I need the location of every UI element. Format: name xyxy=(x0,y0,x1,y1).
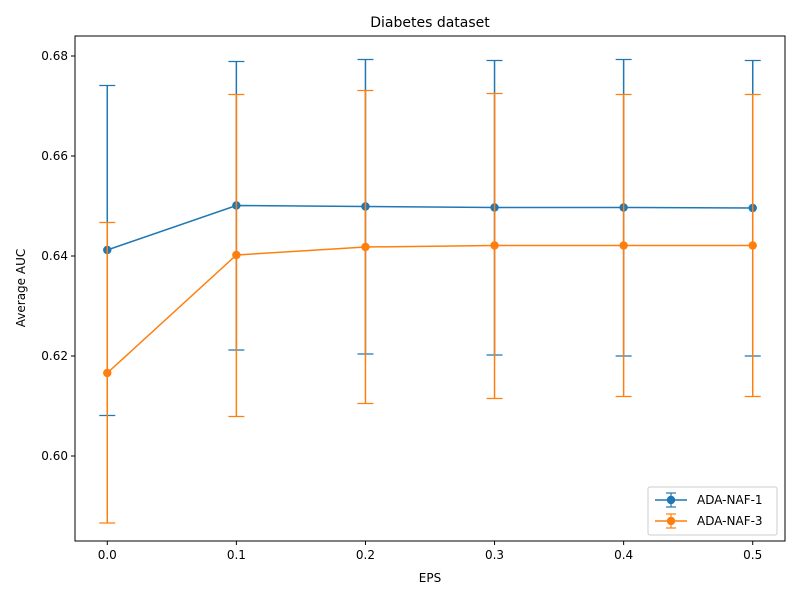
data-point xyxy=(748,241,757,250)
y-tick-label: 0.64 xyxy=(41,249,68,263)
x-tick-label: 0.1 xyxy=(227,548,246,562)
data-point xyxy=(490,241,499,250)
legend-marker xyxy=(666,516,676,526)
series-ada-naf-1 xyxy=(99,58,761,417)
y-tick-label: 0.62 xyxy=(41,349,68,363)
x-tick-label: 0.3 xyxy=(485,548,504,562)
data-point xyxy=(232,250,241,260)
plot-frame xyxy=(74,35,786,542)
data-point xyxy=(361,242,370,252)
x-tick-label: 0.4 xyxy=(614,548,633,562)
x-axis-ticks: 0.0 0.1 0.2 0.3 0.4 0.5 xyxy=(98,541,762,562)
x-axis-label: EPS xyxy=(419,571,441,585)
y-axis-ticks: 0.60 0.62 0.64 0.66 0.68 xyxy=(41,49,75,463)
y-tick-label: 0.68 xyxy=(41,49,68,63)
legend: ADA-NAF-1 ADA-NAF-3 xyxy=(647,486,778,536)
x-tick-label: 0.0 xyxy=(98,548,117,562)
legend-label: ADA-NAF-1 xyxy=(697,493,763,507)
legend-label: ADA-NAF-3 xyxy=(697,514,763,528)
series-ada-naf-3 xyxy=(99,89,761,524)
y-tick-label: 0.66 xyxy=(41,149,68,163)
data-point xyxy=(103,368,112,378)
y-tick-label: 0.60 xyxy=(41,449,68,463)
legend-marker xyxy=(666,495,676,505)
chart-title: Diabetes dataset xyxy=(370,15,490,31)
legend-entries: ADA-NAF-1 ADA-NAF-3 xyxy=(655,492,763,529)
series-layer xyxy=(99,58,761,524)
x-tick-label: 0.5 xyxy=(743,548,762,562)
series-line xyxy=(106,244,753,374)
x-tick-label: 0.2 xyxy=(356,548,375,562)
y-axis-label: Average AUC xyxy=(14,249,28,327)
legend-box xyxy=(647,486,778,536)
series-line xyxy=(107,204,753,251)
data-point xyxy=(619,241,628,250)
